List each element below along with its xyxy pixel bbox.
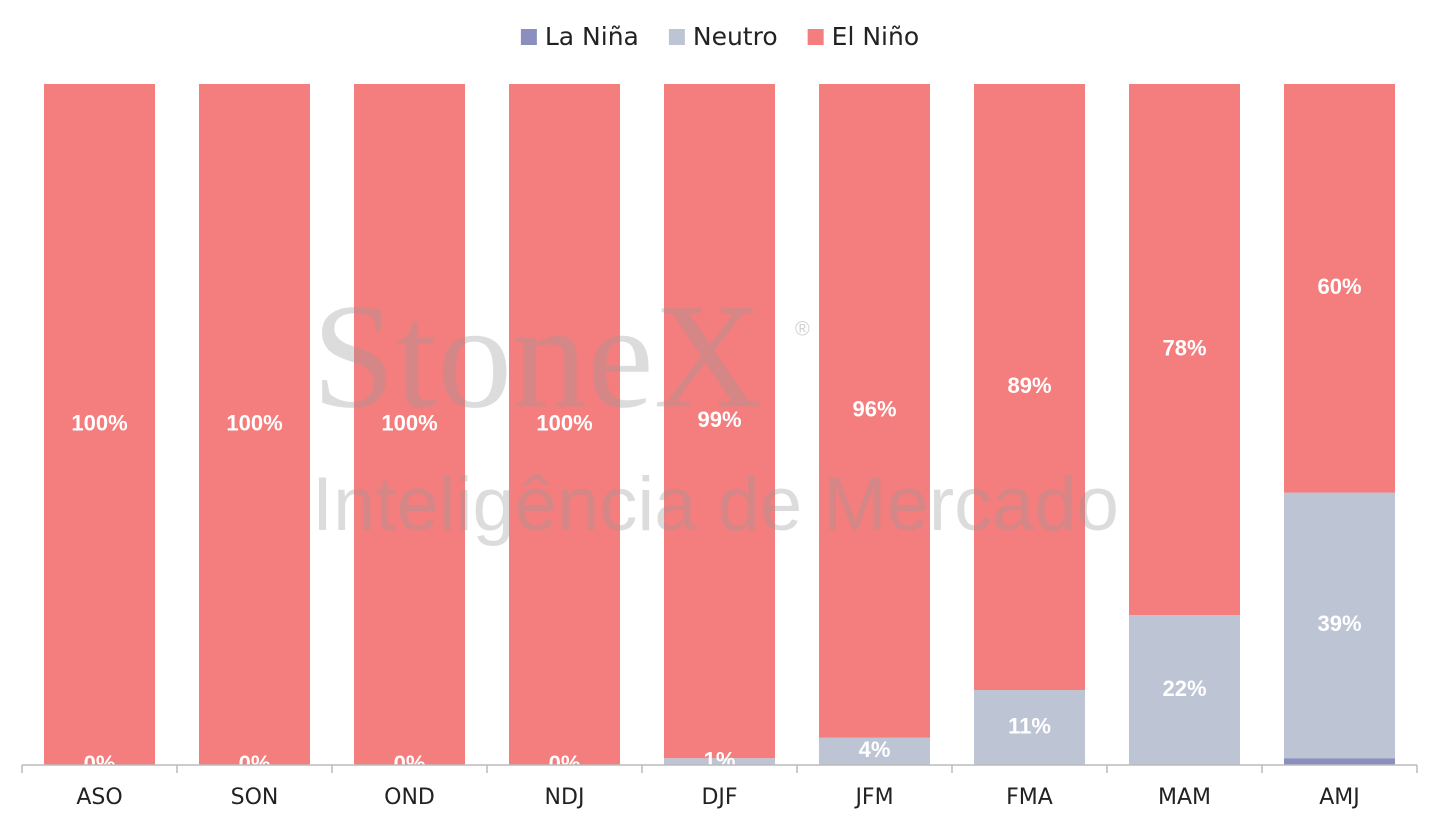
bar-segment — [1284, 492, 1395, 759]
labels: 0% 100% ASO 0% 100% SON 0% 100% OND 0% 100% NDJ 1% 99… — [21, 274, 1418, 810]
legend: La Niña Neutro El Niño — [520, 22, 919, 51]
x-tick-label: SON — [231, 785, 279, 810]
legend-swatch — [520, 29, 537, 45]
bar-segment — [819, 84, 930, 738]
value-label: 0% — [239, 751, 271, 776]
value-label: 89% — [1007, 373, 1051, 398]
bar-segment — [199, 84, 310, 765]
plot — [44, 84, 1395, 765]
x-tick-label: AMJ — [1319, 785, 1360, 810]
value-label: 4% — [859, 737, 891, 762]
value-label: 0% — [394, 751, 426, 776]
x-tick-label: NDJ — [545, 785, 585, 810]
value-label: 39% — [1317, 611, 1361, 636]
bar-segment — [664, 758, 775, 765]
legend-swatch — [668, 29, 685, 45]
value-label: 22% — [1162, 676, 1206, 701]
bar-segment — [1129, 615, 1240, 765]
x-tick-label: OND — [384, 785, 435, 810]
watermark-mark: ® — [795, 318, 810, 340]
value-label: 100% — [226, 410, 282, 435]
bar-segment — [664, 84, 775, 759]
x-tick-label: DJF — [701, 785, 737, 810]
value-label: 99% — [697, 407, 741, 432]
x-tick-label: ASO — [76, 785, 122, 810]
bar-segment — [1129, 84, 1240, 616]
x-tick-label: JFM — [853, 785, 893, 810]
value-label: 100% — [381, 410, 437, 435]
x-tick-label: MAM — [1158, 785, 1211, 810]
value-label: 0% — [84, 751, 116, 776]
x-tick-label: FMA — [1006, 785, 1053, 810]
bar-segment — [1284, 84, 1395, 493]
legend-label: La Niña — [545, 22, 639, 51]
value-label: 0% — [549, 751, 581, 776]
bar-segment — [354, 84, 465, 765]
bar-segment — [509, 84, 620, 765]
value-label: 100% — [536, 410, 592, 435]
value-label: 11% — [1008, 713, 1051, 738]
bar-segment — [819, 737, 930, 765]
bar-segment — [974, 84, 1085, 691]
value-label: 1% — [704, 747, 736, 772]
legend-label: El Niño — [832, 22, 919, 51]
value-label: 100% — [71, 410, 127, 435]
bar-segment — [44, 84, 155, 765]
legend-label: Neutro — [693, 22, 778, 51]
value-label: 78% — [1162, 335, 1206, 360]
value-label: 60% — [1317, 274, 1361, 299]
bar-segment — [974, 690, 1085, 765]
bar-segment — [1284, 758, 1395, 765]
legend-swatch — [807, 29, 824, 45]
value-label: 96% — [852, 397, 896, 422]
